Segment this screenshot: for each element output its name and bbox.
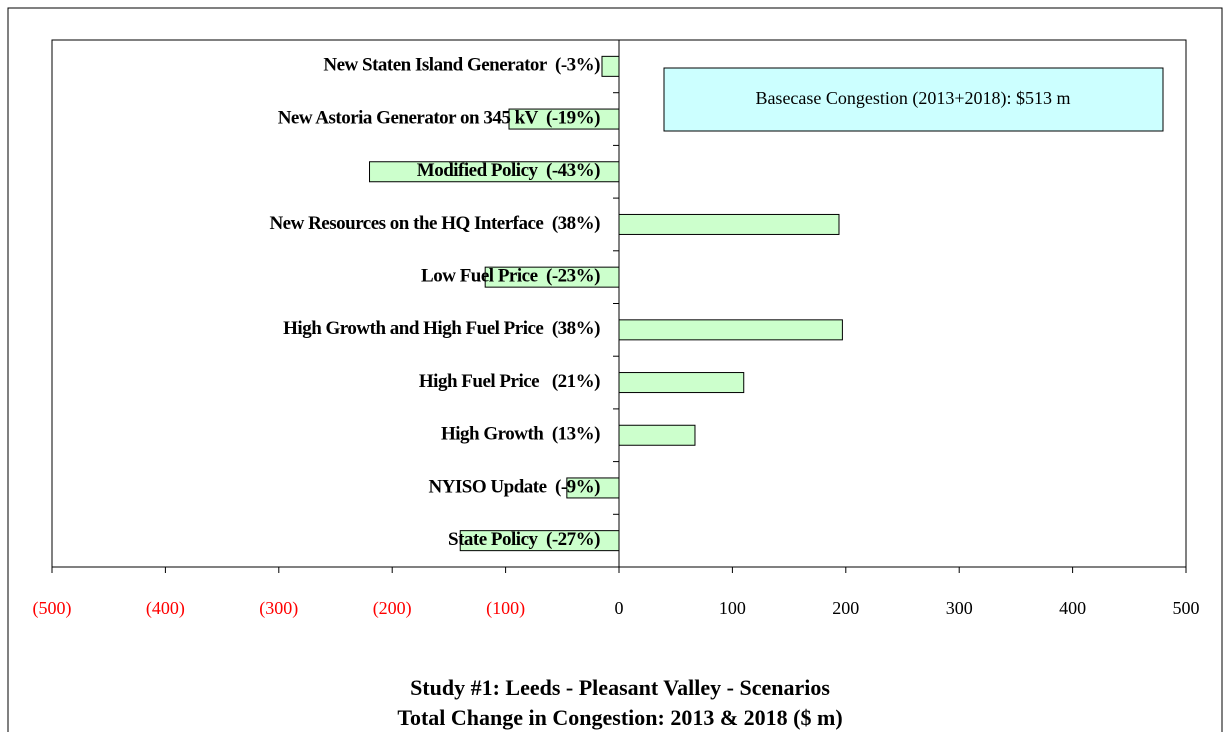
x-tick-label: 300 xyxy=(946,598,973,618)
chart-subtitle: Total Change in Congestion: 2013 & 2018 … xyxy=(397,705,842,730)
chart-title: Study #1: Leeds - Pleasant Valley - Scen… xyxy=(410,675,830,700)
annotation-box xyxy=(663,67,1164,132)
x-tick-label: (400) xyxy=(146,598,185,619)
bar xyxy=(618,213,840,235)
y-tick-label: New Staten Island Generator (-3%) xyxy=(323,55,600,76)
y-tick-label: Low Fuel Price (-23%) xyxy=(421,266,600,287)
x-tick-label: 200 xyxy=(832,598,859,618)
y-tick-label: High Growth and High Fuel Price (38%) xyxy=(283,318,600,339)
x-tick-label: 100 xyxy=(719,598,746,618)
chart-border xyxy=(7,7,1223,732)
bar xyxy=(459,530,620,552)
y-tick-label: New Astoria Generator on 345 kV (-19%) xyxy=(278,107,600,128)
x-tick-label: (300) xyxy=(259,598,298,619)
x-tick-label: 0 xyxy=(615,598,624,618)
x-tick-label: (200) xyxy=(373,598,412,619)
x-tick-label: 500 xyxy=(1173,598,1200,618)
bar xyxy=(601,55,620,77)
y-tick-label: NYISO Update (-9%) xyxy=(428,476,600,497)
y-tick-label: High Growth (13%) xyxy=(441,424,600,445)
bar xyxy=(508,108,620,130)
bar xyxy=(484,266,620,288)
bar xyxy=(618,319,843,341)
x-tick-label: (100) xyxy=(486,598,525,619)
y-tick-label: Modified Policy (-43%) xyxy=(417,160,600,181)
x-tick-label: 400 xyxy=(1059,598,1086,618)
bar xyxy=(618,372,745,394)
annotation: Basecase Congestion (2013+2018): $513 m xyxy=(755,88,1070,109)
bar xyxy=(566,477,620,499)
y-tick-label: State Policy (-27%) xyxy=(448,529,600,550)
x-tick-label: (500) xyxy=(33,598,72,619)
y-tick-label: High Fuel Price (21%) xyxy=(419,371,600,392)
bar xyxy=(618,424,696,446)
y-tick-label: New Resources on the HQ Interface (38%) xyxy=(269,213,600,234)
bar xyxy=(369,161,620,183)
